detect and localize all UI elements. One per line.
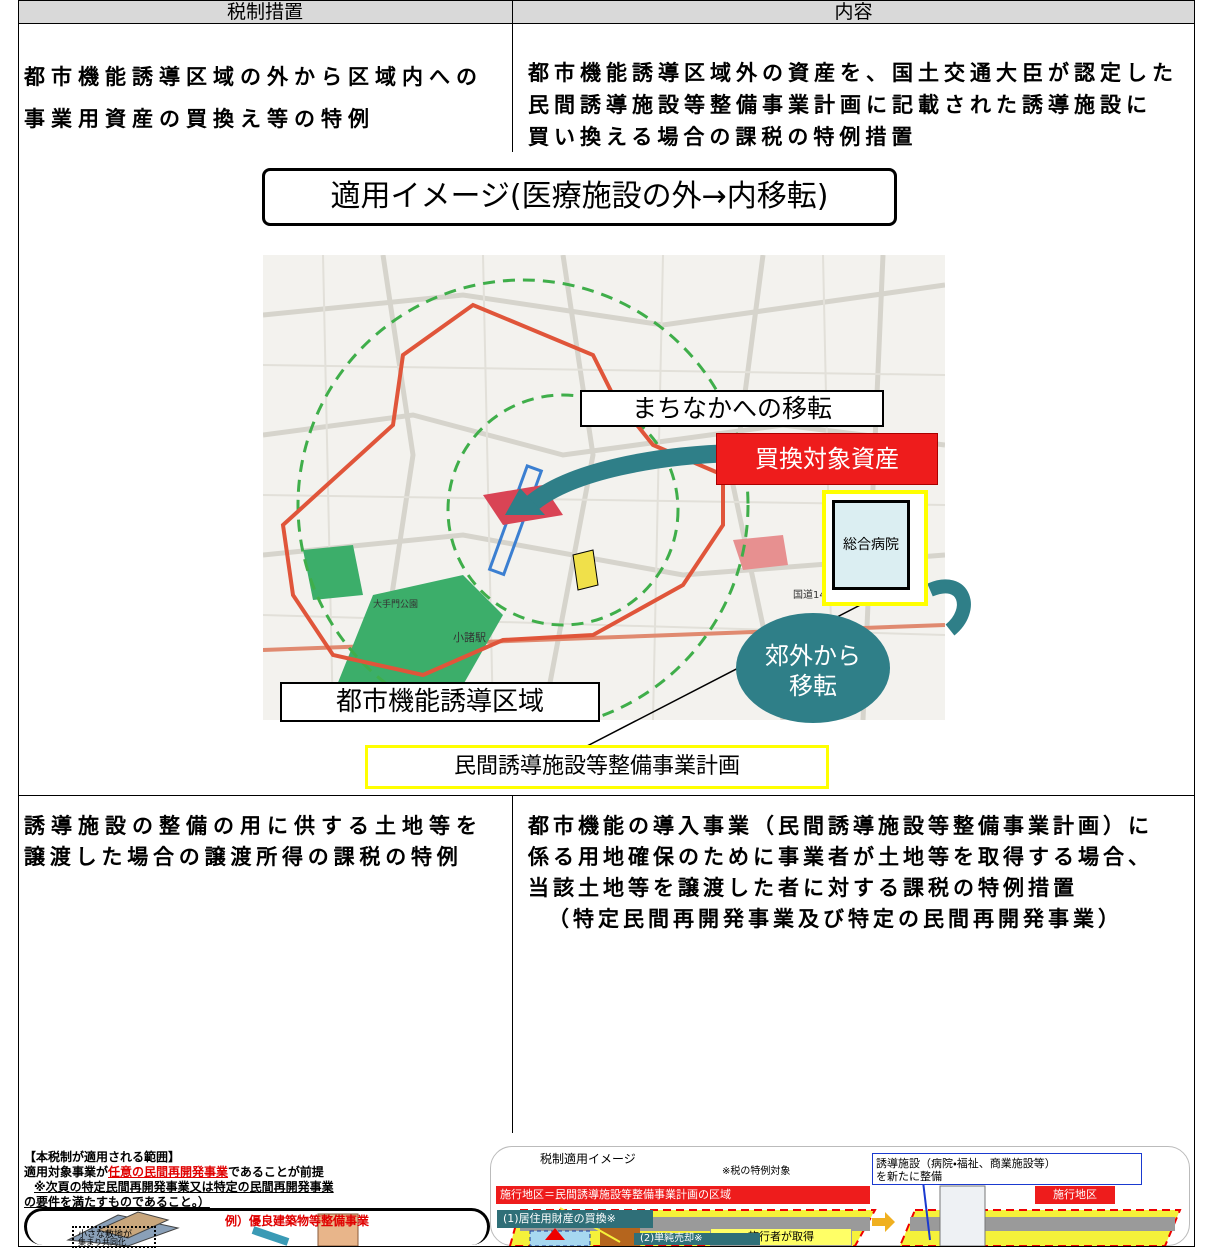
sale-box: (2)単純売却※ [634, 1233, 760, 1245]
facility-note-box [872, 1153, 1142, 1185]
measure-text: 都市機能誘導区域の外から区域内への [24, 65, 483, 89]
scope-line: 適用対象事業が任意の民間再開発事業であることが前提 [24, 1163, 324, 1180]
content-text: 係る用地確保のために事業者が土地等を取得する場合、 [528, 845, 1153, 869]
suburb-label: 郊外から [765, 642, 861, 670]
map-label: 大手門公園 [373, 598, 418, 610]
scope-text: 適用対象事業が [24, 1165, 109, 1179]
content-text: （特定民間再開発事業及び特定の民間再開発事業） [548, 907, 1123, 931]
content-text: 買い換える場合の課税の特例措置 [528, 125, 918, 149]
tax-target: ※税の特例対象 [722, 1166, 791, 1177]
measure-text: 誘導施設の整備の用に供する土地等を [24, 814, 483, 838]
scope-highlight: 任意の民間再開発事業 [108, 1165, 229, 1179]
header-cell: 税制措置 [226, 1, 303, 23]
example-box [24, 1208, 490, 1245]
figure-title: 適用イメージ(医療施設の外→内移転) [262, 168, 897, 226]
header-row [19, 1, 1194, 24]
content-text: 都市機能誘導区域外の資産を、国土交通大臣が認定した [528, 61, 1178, 85]
column-divider [512, 0, 513, 152]
district-label: 施行地区 [1035, 1186, 1115, 1204]
scope-text: であることが前提 [228, 1165, 324, 1179]
row-divider [18, 795, 1195, 796]
content-text: 民間誘導施設等整備事業計画に記載された誘導施設に [528, 93, 1152, 117]
content-text: 当該土地等を譲渡した者に対する課税の特例措置 [528, 876, 1078, 900]
example-label: 例）優良建築物等整備事業 [225, 1214, 370, 1228]
asset-box: 買換対象資産 [716, 433, 938, 485]
content-text: 都市機能の導入事業（民間誘導施設等整備事業計画）に [528, 814, 1153, 838]
scope-title: 【本税制が適用される範囲】 [24, 1150, 181, 1164]
zone-box: 都市機能誘導区域 [280, 682, 600, 722]
scope-line: ※次頁の特定民間再開発事業又は特定の民間再開発事業 [34, 1180, 334, 1194]
map-label: 小諸駅 [453, 630, 486, 644]
small-lots: 小さな敷地が [78, 1230, 133, 1240]
small-lots: 集まり共同化 [78, 1238, 126, 1247]
column-divider [512, 795, 513, 1133]
table-frame [18, 0, 1195, 1247]
scope-line: の要件を満たすものであること。） [24, 1195, 210, 1209]
hospital: 総合病院 [832, 500, 910, 590]
measure-text: 譲渡した場合の譲渡所得の課税の特例 [24, 845, 463, 869]
facility-note: を新たに整備 [876, 1170, 942, 1183]
label-box: まちなかへの移転 [580, 390, 884, 427]
image-title: 税制適用イメージ [540, 1152, 636, 1166]
replace-box: (1)居住用財産の買換※ [497, 1210, 653, 1228]
suburb-label: 移転 [789, 672, 837, 700]
facility-note: 誘導施設（病院・福祉、商業施設等） [876, 1157, 1056, 1170]
plan-box: 民間誘導施設等整備事業計画 [365, 745, 829, 789]
district-def: 施行地区＝民間誘導施設等整備事業計画の区域 [496, 1186, 870, 1204]
small-lots-box [72, 1226, 156, 1248]
measure-text: 事業用資産の買換え等の特例 [24, 107, 375, 131]
acquire-box: 施行者が取得 [710, 1228, 852, 1246]
header-cell: 内容 [834, 1, 873, 23]
buildings [66, 1211, 359, 1246]
